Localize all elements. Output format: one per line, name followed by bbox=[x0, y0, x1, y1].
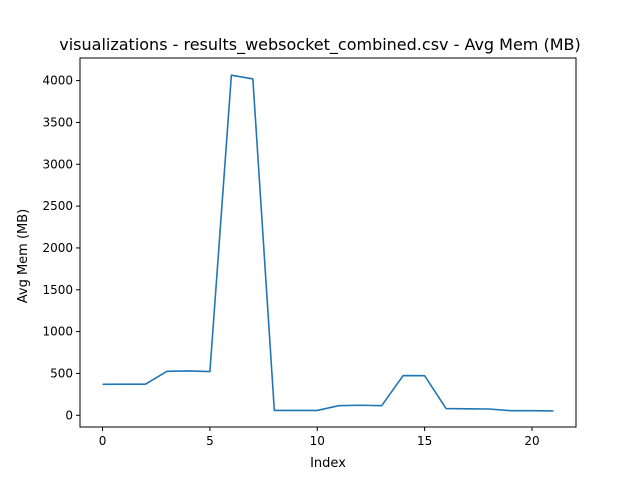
y-tick-label: 3000 bbox=[42, 157, 73, 171]
y-tick-label: 0 bbox=[65, 408, 73, 422]
plot-frame bbox=[79, 57, 577, 428]
plot-area: 0 5 10 15 20 0 500 1000 1500 2000 2500 3000 3500 400… bbox=[42, 57, 577, 448]
x-tick-label: 0 bbox=[99, 434, 107, 448]
y-tick-label: 4000 bbox=[42, 74, 73, 88]
x-tick-label: 20 bbox=[524, 434, 539, 448]
x-tick-label: 10 bbox=[310, 434, 325, 448]
x-tick-label: 5 bbox=[206, 434, 214, 448]
y-axis-label: Avg Mem (MB) bbox=[16, 209, 31, 304]
y-tick-label: 1500 bbox=[42, 283, 73, 297]
series-line bbox=[102, 74, 554, 412]
chart-title: visualizations - results_websocket_combi… bbox=[59, 35, 581, 55]
y-tick-label: 1000 bbox=[42, 325, 73, 339]
y-tick-label: 2500 bbox=[42, 199, 73, 213]
y-axis: 0 500 1000 1500 2000 2500 3000 3500 4000 bbox=[42, 74, 80, 422]
series-layer bbox=[102, 74, 554, 412]
y-tick-label: 500 bbox=[50, 366, 73, 380]
x-axis: 0 5 10 15 20 bbox=[99, 427, 540, 448]
x-tick-label: 15 bbox=[417, 434, 432, 448]
x-axis-label: Index bbox=[310, 456, 346, 471]
y-tick-label: 2000 bbox=[42, 241, 73, 255]
y-tick-label: 3500 bbox=[42, 115, 73, 129]
